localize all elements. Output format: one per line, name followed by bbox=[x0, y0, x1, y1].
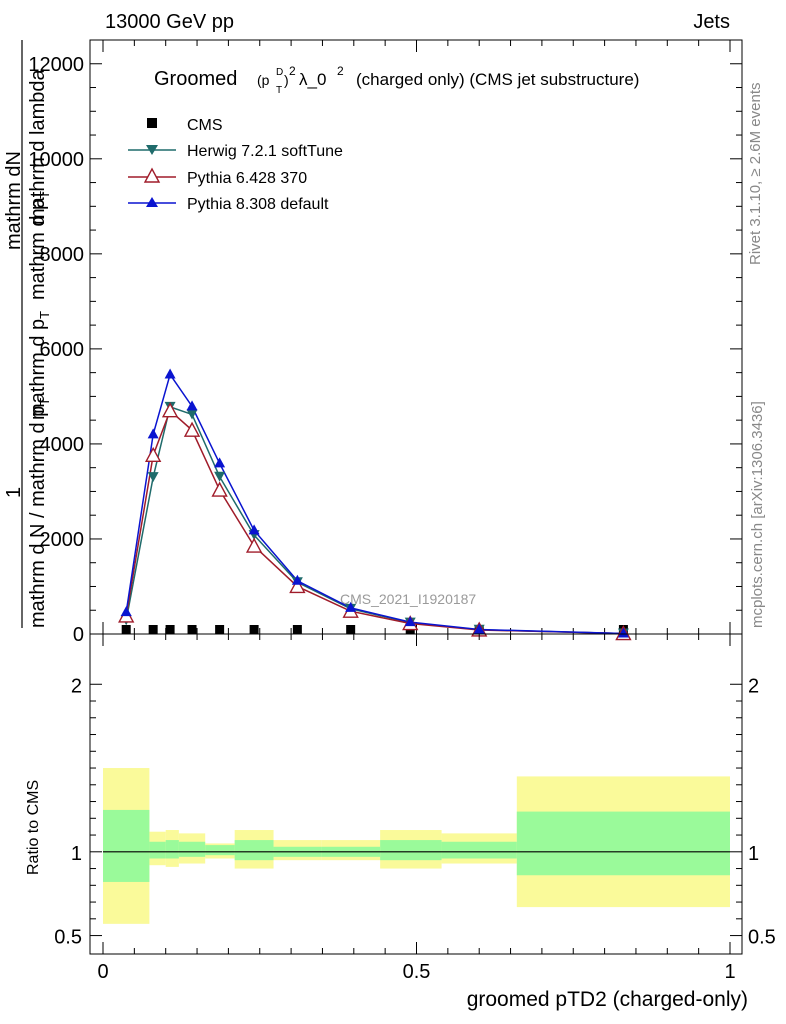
y-label-top-tail: mathrm d lambda bbox=[27, 69, 49, 225]
data-point-series-0 bbox=[249, 625, 259, 634]
x-axis-label: groomed pTD2 (charged-only) bbox=[467, 988, 748, 1011]
y-label-numerator: 1 bbox=[3, 487, 25, 498]
ratio-band-green bbox=[380, 840, 442, 861]
data-point-series-3 bbox=[147, 428, 159, 439]
y-label-top: mathrm dN bbox=[3, 151, 25, 250]
title-suffix: (charged only) (CMS jet substructure) bbox=[356, 70, 639, 89]
legend-marker-pythia8 bbox=[146, 197, 158, 207]
ratio-tick-label-right: 2 bbox=[748, 675, 759, 697]
legend-marker-cms bbox=[147, 118, 157, 128]
y-tick-label: 12000 bbox=[28, 54, 84, 76]
mcplots-label: mcplots.cern.ch [arXiv:1306.3436] bbox=[749, 401, 766, 628]
rivet-label: Rivet 3.1.10, ≥ 2.6M events bbox=[747, 83, 764, 266]
data-point-series-3 bbox=[617, 627, 629, 638]
title-math-base: (p bbox=[257, 72, 270, 88]
ratio-band-green bbox=[165, 840, 179, 859]
data-point-series-0 bbox=[292, 625, 302, 634]
data-point-series-2 bbox=[211, 481, 228, 497]
ratio-tick-label: 1 bbox=[71, 843, 82, 865]
title-math-exp: 2 bbox=[289, 64, 296, 78]
ratio-tick-label: 2 bbox=[71, 675, 82, 697]
legend-label-pythia6: Pythia 6.428 370 bbox=[187, 170, 307, 187]
data-point-series-3 bbox=[248, 524, 260, 535]
plot-title: Groomed (p D T ) 2 λ_0 2 (charged only) … bbox=[154, 64, 639, 96]
data-point-series-3 bbox=[404, 616, 416, 627]
title-prefix: Groomed bbox=[154, 68, 237, 90]
x-tick-label: 0.5 bbox=[403, 961, 431, 983]
analysis-watermark: CMS_2021_I1920187 bbox=[340, 591, 476, 607]
ratio-band-green bbox=[149, 841, 166, 859]
y-label-bottom: mathrm d N / mathrm d pT bbox=[27, 398, 52, 628]
y-label-mid-tail: mathrm d pT bbox=[27, 191, 52, 300]
data-point-series-2 bbox=[245, 537, 263, 553]
ratio-tick-label-right: 0.5 bbox=[748, 927, 776, 949]
ratio-band-green bbox=[205, 845, 235, 856]
data-point-series-2 bbox=[144, 446, 162, 463]
x-axis: 0 0.5 1 bbox=[97, 634, 736, 983]
data-point-series-2 bbox=[183, 421, 201, 437]
ratio-y-axis: 0.5 0.5 1 1 2 2 bbox=[54, 675, 776, 948]
data-point-series-0 bbox=[346, 625, 356, 634]
data-point-series-2 bbox=[289, 578, 306, 594]
title-math-close: ) bbox=[284, 72, 289, 88]
ratio-y-label: Ratio to CMS bbox=[25, 780, 42, 875]
legend-label-cms: CMS bbox=[187, 117, 223, 134]
ratio-band-green bbox=[516, 811, 730, 876]
legend-label-pythia8: Pythia 8.308 default bbox=[187, 196, 329, 213]
legend-label-herwig: Herwig 7.2.1 softTune bbox=[187, 143, 343, 160]
ratio-bands bbox=[103, 768, 730, 924]
data-point-series-0 bbox=[165, 625, 175, 634]
ratio-band-green bbox=[103, 809, 150, 882]
x-tick-label: 1 bbox=[724, 961, 735, 983]
y-tick-label: 6000 bbox=[40, 339, 85, 361]
data-point-series-3 bbox=[473, 623, 485, 634]
legend-marker-pythia6 bbox=[143, 167, 161, 183]
title-rest-exp: 2 bbox=[337, 64, 344, 78]
data-point-series-2 bbox=[161, 402, 179, 418]
data-point-series-3 bbox=[164, 368, 176, 379]
data-point-series-3 bbox=[120, 606, 132, 617]
legend-marker-herwig bbox=[146, 145, 158, 155]
legend: CMS Herwig 7.2.1 softTune Pythia 6.428 3… bbox=[128, 117, 343, 213]
data-point-series-1 bbox=[186, 409, 198, 420]
ratio-band-green bbox=[234, 840, 274, 861]
category-label: Jets bbox=[693, 11, 730, 33]
ratio-band-green bbox=[441, 841, 517, 859]
data-point-series-3 bbox=[214, 457, 226, 468]
main-series bbox=[118, 368, 632, 641]
data-point-series-3 bbox=[291, 574, 303, 585]
data-point-series-1 bbox=[214, 471, 226, 482]
y-label-mid: mathrm d pT bbox=[27, 311, 52, 420]
data-point-series-0 bbox=[215, 625, 225, 634]
title-rest: λ_0 bbox=[299, 70, 326, 89]
y-axis-label: mathrm d N / mathrm d pT 1 mathrm dN mat… bbox=[3, 40, 52, 628]
data-point-series-0 bbox=[121, 625, 131, 634]
y-tick-label: 4000 bbox=[40, 434, 85, 456]
main-y-axis: 0 2000 4000 6000 8000 10000 12000 bbox=[28, 40, 742, 646]
title-math-sup: D bbox=[276, 67, 283, 78]
y-tick-label: 2000 bbox=[40, 529, 85, 551]
data-point-series-0 bbox=[148, 625, 158, 634]
data-point-series-1 bbox=[147, 472, 159, 483]
data-point-series-3 bbox=[186, 400, 198, 411]
energy-label: 13000 GeV pp bbox=[105, 11, 234, 33]
y-tick-label: 8000 bbox=[40, 244, 85, 266]
title-math-sub: T bbox=[276, 85, 282, 96]
y-tick-label: 0 bbox=[73, 624, 84, 646]
ratio-band-green bbox=[178, 841, 206, 857]
data-point-series-3 bbox=[345, 601, 357, 612]
data-point-series-0 bbox=[187, 625, 197, 634]
ratio-tick-label: 0.5 bbox=[54, 927, 82, 949]
x-tick-label: 0 bbox=[97, 961, 108, 983]
ratio-tick-label-right: 1 bbox=[748, 843, 759, 865]
y-tick-label: 10000 bbox=[28, 149, 84, 171]
